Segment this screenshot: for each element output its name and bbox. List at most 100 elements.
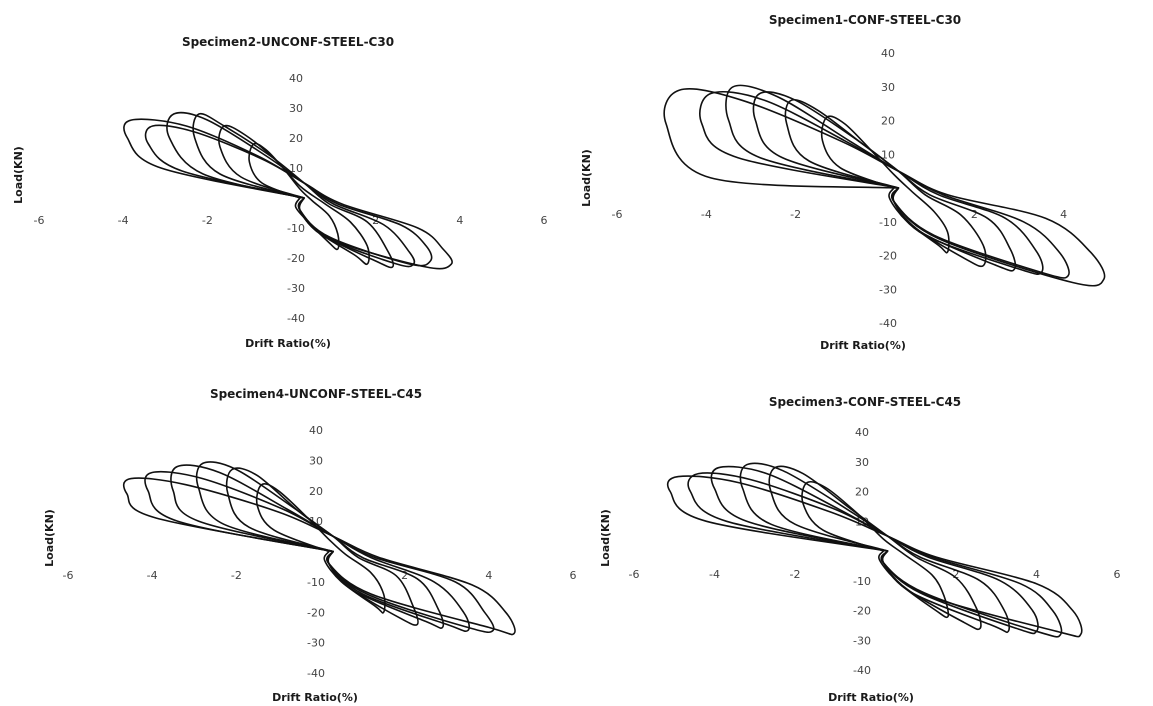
y-axis-label: Load(KN) — [43, 509, 56, 567]
y-tick-label: -20 — [307, 606, 325, 619]
hysteresis-loop — [725, 84, 1044, 275]
x-tick-label: -6 — [63, 569, 74, 582]
x-axis-label: Drift Ratio(%) — [828, 691, 914, 704]
x-tick-label: 4 — [485, 569, 492, 582]
chart-panel-specimen3: Specimen3-CONF-STEEL-C45 40302010-10-20-… — [599, 395, 1121, 704]
hysteresis-loop — [248, 142, 340, 251]
x-axis-label: Drift Ratio(%) — [272, 691, 358, 704]
x-tick-label: -6 — [34, 214, 45, 227]
y-tick-label: -10 — [879, 216, 897, 229]
y-tick-label: -20 — [879, 250, 897, 263]
y-tick-label: -20 — [853, 605, 871, 618]
x-tick-label: 6 — [541, 214, 548, 227]
y-tick-label: -40 — [853, 664, 871, 677]
x-tick-label: -2 — [790, 568, 801, 581]
y-tick-label: 40 — [309, 424, 323, 437]
hysteresis-loop — [195, 461, 445, 629]
y-tick-label: 30 — [289, 102, 303, 115]
hysteresis-loop — [768, 465, 982, 631]
x-tick-label: -2 — [231, 569, 242, 582]
y-tick-label: 40 — [289, 72, 303, 85]
hysteresis-loop — [225, 467, 419, 626]
x-tick-label: -2 — [790, 208, 801, 221]
x-tick-label: 6 — [1114, 568, 1121, 581]
x-tick-label: 4 — [1060, 208, 1067, 221]
y-axis-label: Load(KN) — [12, 146, 25, 204]
y-tick-label: -40 — [307, 667, 325, 680]
hysteresis-loop — [820, 115, 950, 254]
y-tick-label: -20 — [287, 252, 305, 265]
hysteresis-curves — [122, 461, 516, 636]
chart-panel-specimen1: Specimen1-CONF-STEEL-C30 40 30 20 10 -10 -20 -… — [580, 13, 1106, 352]
hysteresis-loop — [752, 91, 1017, 272]
y-tick-label: 30 — [855, 456, 869, 469]
chart-title: Specimen3-CONF-STEEL-C45 — [769, 395, 961, 409]
hysteresis-loop — [255, 482, 386, 614]
hysteresis-loop — [170, 464, 470, 633]
y-tick-label: -30 — [287, 282, 305, 295]
hysteresis-loop — [687, 472, 1063, 638]
y-tick-label: -40 — [287, 312, 305, 325]
chart-title: Specimen4-UNCONF-STEEL-C45 — [210, 387, 422, 401]
x-tick-labels: -6 -4 -2 2 4 — [612, 208, 1068, 221]
y-tick-label: -30 — [307, 637, 325, 650]
hysteresis-loop — [699, 91, 1070, 279]
y-axis-label: Load(KN) — [599, 509, 612, 567]
x-tick-label: -6 — [629, 568, 640, 581]
x-axis-label: Drift Ratio(%) — [245, 337, 331, 350]
y-tick-label: 20 — [881, 115, 895, 128]
hysteresis-curves — [666, 462, 1083, 638]
y-tick-label: 40 — [881, 47, 895, 60]
x-tick-label: 2 — [953, 568, 960, 581]
x-tick-label: -4 — [701, 208, 712, 221]
x-tick-label: 6 — [570, 569, 577, 582]
x-tick-label: -2 — [202, 214, 213, 227]
hysteresis-loop — [144, 124, 433, 267]
y-tick-label: -30 — [879, 283, 897, 296]
hysteresis-curves — [663, 84, 1106, 287]
y-tick-label: -10 — [307, 576, 325, 589]
chart-panel-specimen2: Specimen2-UNCONF-STEEL-C30 40 30 20 10 -10 -2… — [12, 35, 548, 350]
y-tick-label: 10 — [289, 162, 303, 175]
y-tick-label: -30 — [853, 634, 871, 647]
hysteresis-loop — [144, 470, 495, 634]
y-tick-label: -10 — [853, 575, 871, 588]
y-tick-label: -10 — [287, 222, 305, 235]
x-tick-label: -6 — [612, 208, 623, 221]
x-tick-labels: -6 -4 -2 2 4 6 — [63, 569, 577, 582]
hysteresis-loop — [710, 465, 1039, 635]
y-tick-label: 30 — [881, 81, 895, 94]
x-tick-label: -4 — [147, 569, 158, 582]
hysteresis-loop — [801, 480, 950, 619]
chart-title: Specimen1-CONF-STEEL-C30 — [769, 13, 961, 27]
y-tick-label: 20 — [309, 485, 323, 498]
hysteresis-loop — [784, 98, 987, 268]
x-axis-label: Drift Ratio(%) — [820, 339, 906, 352]
y-tick-label: 20 — [289, 132, 303, 145]
x-tick-labels: -6 -4 -2 2 4 6 — [629, 568, 1121, 581]
y-tick-label: 40 — [855, 426, 869, 439]
x-tick-label: 2 — [971, 208, 978, 221]
hysteresis-curves — [123, 111, 453, 270]
hysteresis-loop — [666, 475, 1083, 638]
chart-panel-specimen4: Specimen4-UNCONF-STEEL-C45 40302010-10-2… — [43, 387, 577, 704]
hysteresis-loop — [739, 462, 1010, 634]
hysteresis-loop — [166, 111, 416, 268]
x-tick-label: 4 — [1033, 568, 1040, 581]
x-tick-label: -4 — [118, 214, 129, 227]
x-tick-label: 4 — [456, 214, 463, 227]
x-tick-label: 2 — [401, 569, 408, 582]
y-tick-label: 10 — [881, 148, 895, 161]
chart-title: Specimen2-UNCONF-STEEL-C30 — [182, 35, 394, 49]
hysteresis-loop — [122, 477, 516, 636]
x-tick-label: -4 — [709, 568, 720, 581]
y-axis-label: Load(KN) — [580, 149, 593, 207]
hysteresis-loop — [218, 124, 370, 266]
y-tick-labels: 40 30 20 10 -10 -20 -30 -40 — [287, 72, 305, 325]
y-tick-label: 20 — [855, 486, 869, 499]
y-tick-label: 30 — [309, 454, 323, 467]
